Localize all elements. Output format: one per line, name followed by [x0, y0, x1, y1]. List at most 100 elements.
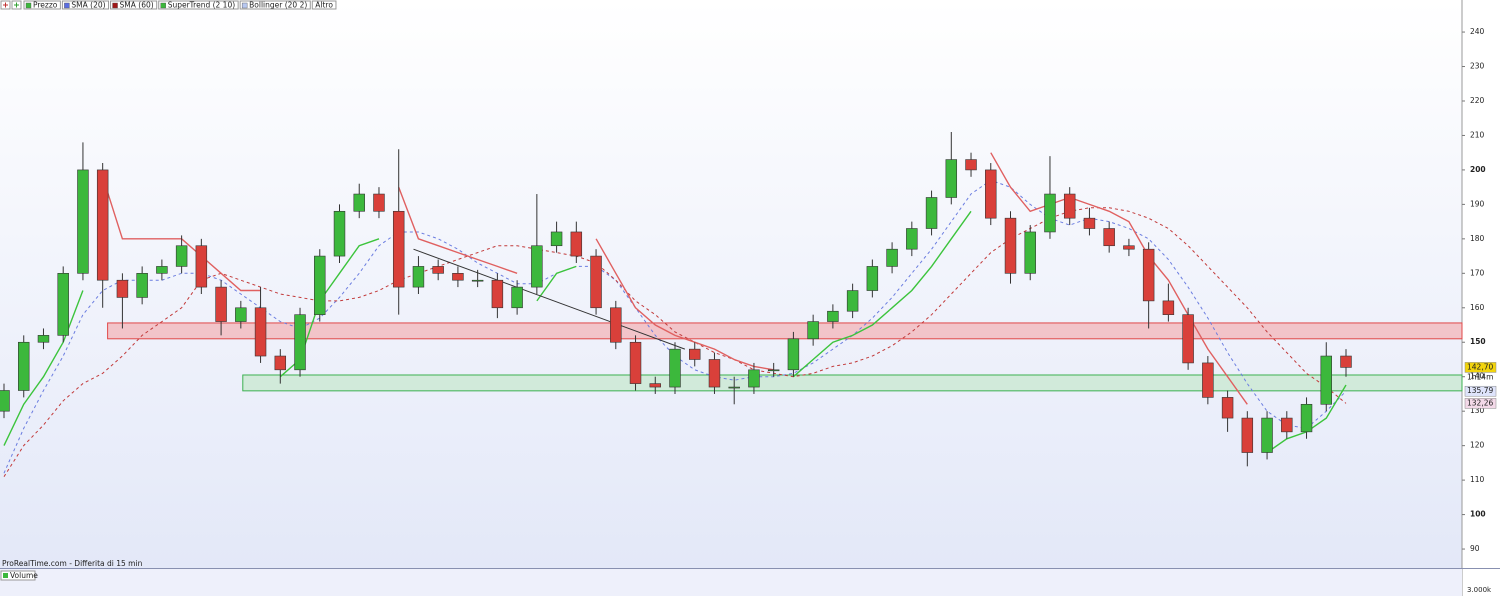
volume-tick-label: 3.000k [1467, 586, 1492, 594]
candle-body [1202, 362, 1214, 398]
y-tick-label: 200 [1470, 165, 1486, 174]
legend-label: SMA (60) [120, 1, 154, 10]
candle-body [945, 159, 958, 198]
candle-body [195, 245, 208, 288]
y-tick-label: 190 [1470, 199, 1485, 208]
y-tick-label: 170 [1470, 268, 1485, 277]
toolbar-icon [3, 2, 8, 8]
candle-body [175, 245, 188, 267]
candle-body [57, 273, 69, 336]
candle-body [333, 210, 346, 257]
candle-body [156, 266, 168, 274]
candle-body [392, 210, 405, 288]
candle-body [471, 279, 484, 282]
volume-swatch [3, 573, 8, 578]
price-label-box [1464, 362, 1497, 373]
candle-body [235, 307, 247, 322]
y-tick-label: 130 [1470, 406, 1485, 415]
legend-item[interactable] [23, 0, 61, 10]
candle-body [610, 307, 622, 343]
candle-body [886, 248, 898, 267]
y-tick-label: 240 [1470, 27, 1485, 36]
candle-body [965, 159, 977, 171]
indicator-line [3, 210, 1347, 454]
countdown: 1h14m [1467, 372, 1493, 381]
candle-body [353, 193, 365, 212]
candle-body [1103, 228, 1115, 247]
price-label: 132,26 [1467, 398, 1493, 407]
volume-label: Volume [10, 571, 38, 580]
candle-body [373, 193, 385, 212]
candle-body [1044, 193, 1056, 233]
candle-body [215, 286, 227, 322]
legend-label: Bollinger (20 2) [249, 1, 307, 10]
candle-body [1024, 231, 1036, 274]
candle-body [1300, 403, 1313, 433]
candle-body [37, 335, 50, 343]
legend-item[interactable] [239, 0, 311, 10]
y-tick-label: 120 [1470, 441, 1485, 450]
candle-body [412, 266, 425, 288]
candle-body [0, 390, 10, 412]
candle-body [985, 169, 997, 219]
legend-swatch [25, 2, 32, 9]
plot-background [0, 0, 1462, 568]
candle-body [96, 169, 109, 281]
candle-body [531, 245, 543, 288]
candle-body [570, 231, 583, 257]
legend-swatch [112, 2, 118, 9]
candle-body [491, 279, 504, 309]
legend-label: SuperTrend (2 10) [168, 1, 236, 10]
candle-body [550, 231, 563, 247]
zone [107, 322, 1463, 340]
candle-body [18, 341, 30, 391]
legend-swatch [64, 2, 70, 9]
legend-item[interactable] [61, 0, 110, 10]
candle-body [649, 383, 661, 388]
candle-body [866, 266, 879, 291]
candle-body [827, 310, 839, 322]
price-label: 135,79 [1467, 386, 1493, 395]
y-tick-label: 180 [1470, 234, 1485, 243]
candle-body [669, 348, 681, 388]
price-label-box [1464, 385, 1497, 397]
candle-body [1221, 397, 1234, 419]
y-tick-label: 100 [1470, 510, 1486, 519]
y-tick-label: 220 [1470, 96, 1485, 105]
candle-body [1162, 300, 1175, 315]
candle-body [925, 197, 938, 229]
candle-body [1083, 217, 1096, 229]
candle-body [1123, 245, 1135, 250]
price-label: 142,70 [1467, 362, 1493, 371]
candle-body [432, 266, 444, 274]
zone [242, 374, 1463, 392]
candle-body [1142, 248, 1155, 302]
legend-item[interactable] [158, 0, 239, 10]
legend-label: Prezzo [33, 1, 58, 10]
candle-body [294, 314, 306, 371]
candle-body [136, 273, 148, 298]
legend-swatch [160, 2, 166, 9]
axis-background [1462, 0, 1500, 596]
candle-body [1261, 417, 1273, 453]
legend-item[interactable] [311, 0, 337, 10]
toolbar[interactable] [0, 0, 22, 10]
candle-body [590, 255, 602, 309]
candle-body [767, 369, 780, 372]
candle-body [728, 386, 740, 389]
candle-body [689, 348, 701, 360]
volume-legend-box[interactable] [0, 570, 36, 581]
candle-body [807, 321, 819, 340]
y-tick-label: 140 [1470, 372, 1485, 381]
candle-body [708, 359, 721, 388]
candle-body [906, 228, 918, 250]
candle-body [1281, 417, 1293, 433]
legend-swatch [241, 2, 248, 9]
candle-body [1063, 193, 1076, 219]
legend-item[interactable] [110, 0, 158, 10]
candle-body [511, 286, 523, 309]
legend-label: Altro [315, 1, 333, 10]
legend: Prezzo SMA (20) SMA (60) SuperTrend (2 10) B… [23, 0, 337, 10]
y-tick-label: 150 [1470, 337, 1486, 346]
candle-body [77, 169, 89, 274]
